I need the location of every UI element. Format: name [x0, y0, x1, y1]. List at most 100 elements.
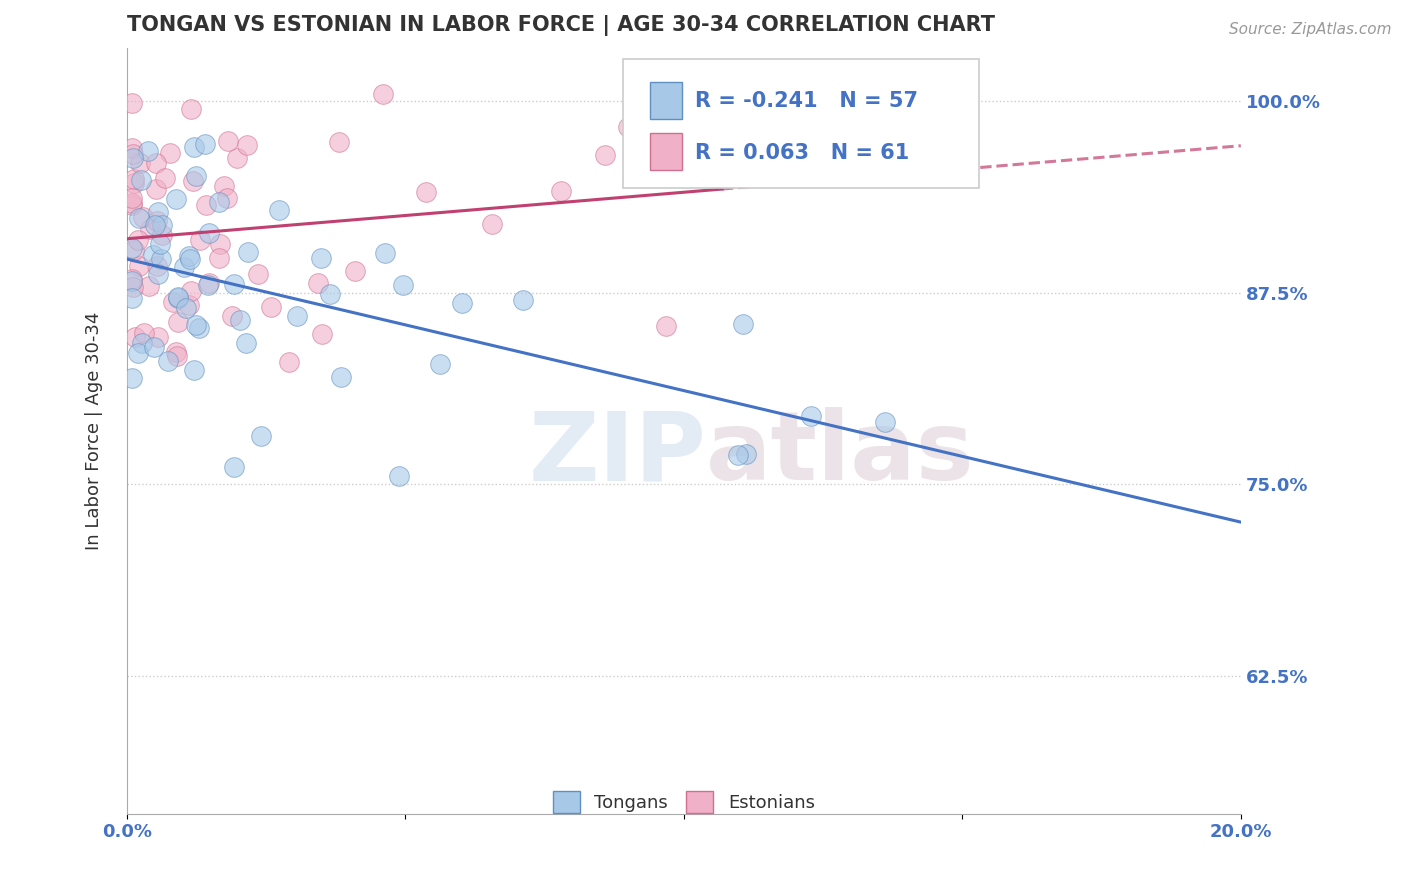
- Point: [236, 137, 259, 152]
- Point: [307, 276, 329, 290]
- Point: [727, 448, 749, 462]
- Point: [121, 191, 143, 205]
- Point: [138, 222, 160, 236]
- Point: [180, 102, 202, 116]
- Point: [129, 173, 152, 187]
- Point: [197, 277, 219, 292]
- Point: [655, 319, 678, 334]
- Text: Source: ZipAtlas.com: Source: ZipAtlas.com: [1229, 22, 1392, 37]
- Point: [165, 192, 187, 206]
- Point: [188, 320, 211, 334]
- Point: [429, 357, 451, 371]
- Point: [217, 191, 239, 205]
- Point: [235, 335, 257, 350]
- Point: [162, 295, 184, 310]
- Point: [229, 313, 252, 327]
- Point: [165, 344, 187, 359]
- Point: [197, 276, 219, 290]
- Point: [121, 272, 143, 286]
- Point: [131, 210, 153, 224]
- Point: [122, 243, 145, 257]
- Point: [121, 280, 143, 294]
- Point: [177, 249, 200, 263]
- Text: ZIP: ZIP: [529, 407, 706, 500]
- Point: [131, 335, 153, 350]
- Point: [343, 264, 366, 278]
- Text: atlas: atlas: [706, 407, 974, 500]
- Point: [247, 267, 270, 281]
- Point: [145, 259, 167, 273]
- Point: [121, 241, 143, 255]
- Point: [617, 120, 640, 134]
- Point: [374, 246, 396, 260]
- Point: [146, 268, 169, 282]
- Point: [122, 147, 145, 161]
- Point: [212, 179, 235, 194]
- Point: [146, 329, 169, 343]
- Point: [186, 169, 208, 183]
- Point: [222, 277, 245, 292]
- Point: [122, 171, 145, 186]
- Point: [183, 140, 205, 154]
- Point: [166, 349, 188, 363]
- Point: [150, 228, 173, 243]
- Point: [142, 248, 165, 262]
- Point: [146, 205, 169, 219]
- Point: [208, 251, 231, 265]
- Point: [277, 355, 299, 369]
- Text: TONGAN VS ESTONIAN IN LABOR FORCE | AGE 30-34 CORRELATION CHART: TONGAN VS ESTONIAN IN LABOR FORCE | AGE …: [127, 15, 995, 36]
- Y-axis label: In Labor Force | Age 30-34: In Labor Force | Age 30-34: [86, 311, 103, 549]
- Point: [150, 219, 173, 233]
- Point: [222, 459, 245, 474]
- Point: [121, 198, 143, 212]
- Point: [226, 151, 249, 165]
- Point: [285, 310, 308, 324]
- Point: [800, 409, 823, 424]
- Point: [177, 297, 200, 311]
- Point: [138, 279, 160, 293]
- Point: [128, 211, 150, 225]
- Point: [184, 318, 207, 333]
- Point: [166, 290, 188, 304]
- Point: [711, 119, 734, 133]
- Point: [221, 309, 243, 323]
- Point: [121, 141, 143, 155]
- Point: [134, 326, 156, 341]
- Point: [309, 251, 332, 265]
- Text: R = -0.241   N = 57: R = -0.241 N = 57: [695, 90, 918, 111]
- Point: [149, 236, 172, 251]
- Point: [167, 315, 190, 329]
- Point: [173, 260, 195, 275]
- Point: [150, 252, 173, 266]
- Point: [236, 245, 259, 260]
- Point: [122, 151, 145, 165]
- Point: [145, 214, 167, 228]
- Bar: [651, 82, 682, 119]
- Point: [156, 353, 179, 368]
- Point: [217, 134, 239, 148]
- Point: [451, 296, 474, 310]
- Point: [373, 87, 395, 101]
- Bar: [651, 134, 682, 170]
- Point: [183, 363, 205, 377]
- Point: [136, 144, 159, 158]
- Point: [550, 185, 572, 199]
- Point: [207, 194, 229, 209]
- FancyBboxPatch shape: [623, 59, 979, 188]
- Point: [733, 318, 755, 332]
- Point: [392, 278, 415, 293]
- Point: [127, 233, 149, 247]
- Point: [194, 198, 217, 212]
- Text: R = 0.063   N = 61: R = 0.063 N = 61: [695, 143, 910, 162]
- Point: [121, 274, 143, 288]
- Point: [159, 146, 181, 161]
- Point: [481, 217, 503, 231]
- Point: [311, 327, 333, 342]
- Point: [127, 346, 149, 360]
- Point: [145, 182, 167, 196]
- Point: [128, 259, 150, 273]
- Point: [181, 174, 204, 188]
- Point: [198, 227, 221, 241]
- Point: [512, 293, 534, 307]
- Point: [267, 202, 290, 217]
